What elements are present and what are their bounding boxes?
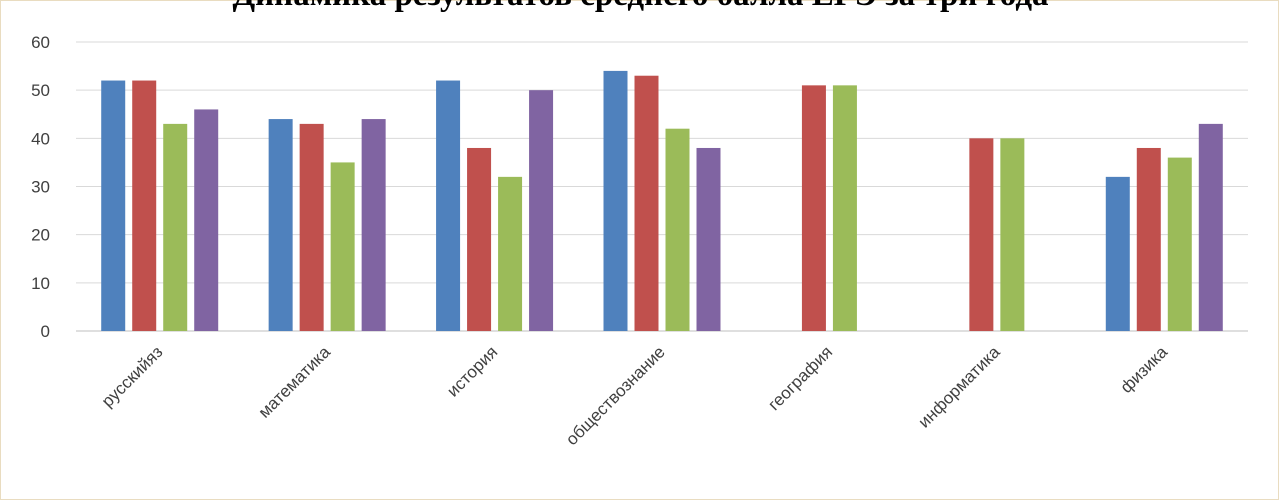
x-tick-label: физика [1117, 342, 1172, 397]
bar [634, 75, 659, 331]
bar [832, 85, 857, 331]
bar [696, 147, 721, 331]
y-tick-label: 40 [31, 129, 50, 148]
y-tick-label: 0 [41, 322, 50, 341]
x-tick-label: математика [255, 342, 335, 422]
x-tick-label: информатика [915, 342, 1005, 432]
y-tick-label: 50 [31, 81, 50, 100]
y-tick-label: 20 [31, 226, 50, 245]
bar [1198, 123, 1223, 331]
bar [163, 123, 188, 331]
bar [467, 147, 492, 331]
y-tick-label: 60 [31, 33, 50, 52]
bar [1167, 157, 1192, 331]
bar [132, 80, 157, 332]
y-tick-label: 10 [31, 274, 50, 293]
bar [1000, 138, 1025, 331]
bar [498, 176, 523, 331]
x-tick-label: обществознание [562, 342, 669, 449]
bar [101, 80, 126, 332]
x-tick-label: русскийяз [98, 342, 167, 411]
bar [361, 119, 386, 331]
bar [1105, 176, 1130, 331]
bar [194, 109, 219, 331]
x-tick-label: история [443, 342, 501, 400]
bar [801, 85, 826, 331]
bar [603, 70, 628, 332]
bar [330, 162, 355, 331]
bar [969, 138, 994, 331]
bar [1136, 147, 1161, 331]
bar [529, 90, 554, 332]
bar [299, 123, 324, 331]
y-tick-label: 30 [31, 178, 50, 197]
bar [665, 128, 690, 331]
x-tick-label: география [764, 342, 836, 414]
chart-title: Динамика результатов среднего балла ЕГЭ … [1, 0, 1279, 14]
bar [436, 80, 461, 332]
bar [268, 119, 293, 331]
